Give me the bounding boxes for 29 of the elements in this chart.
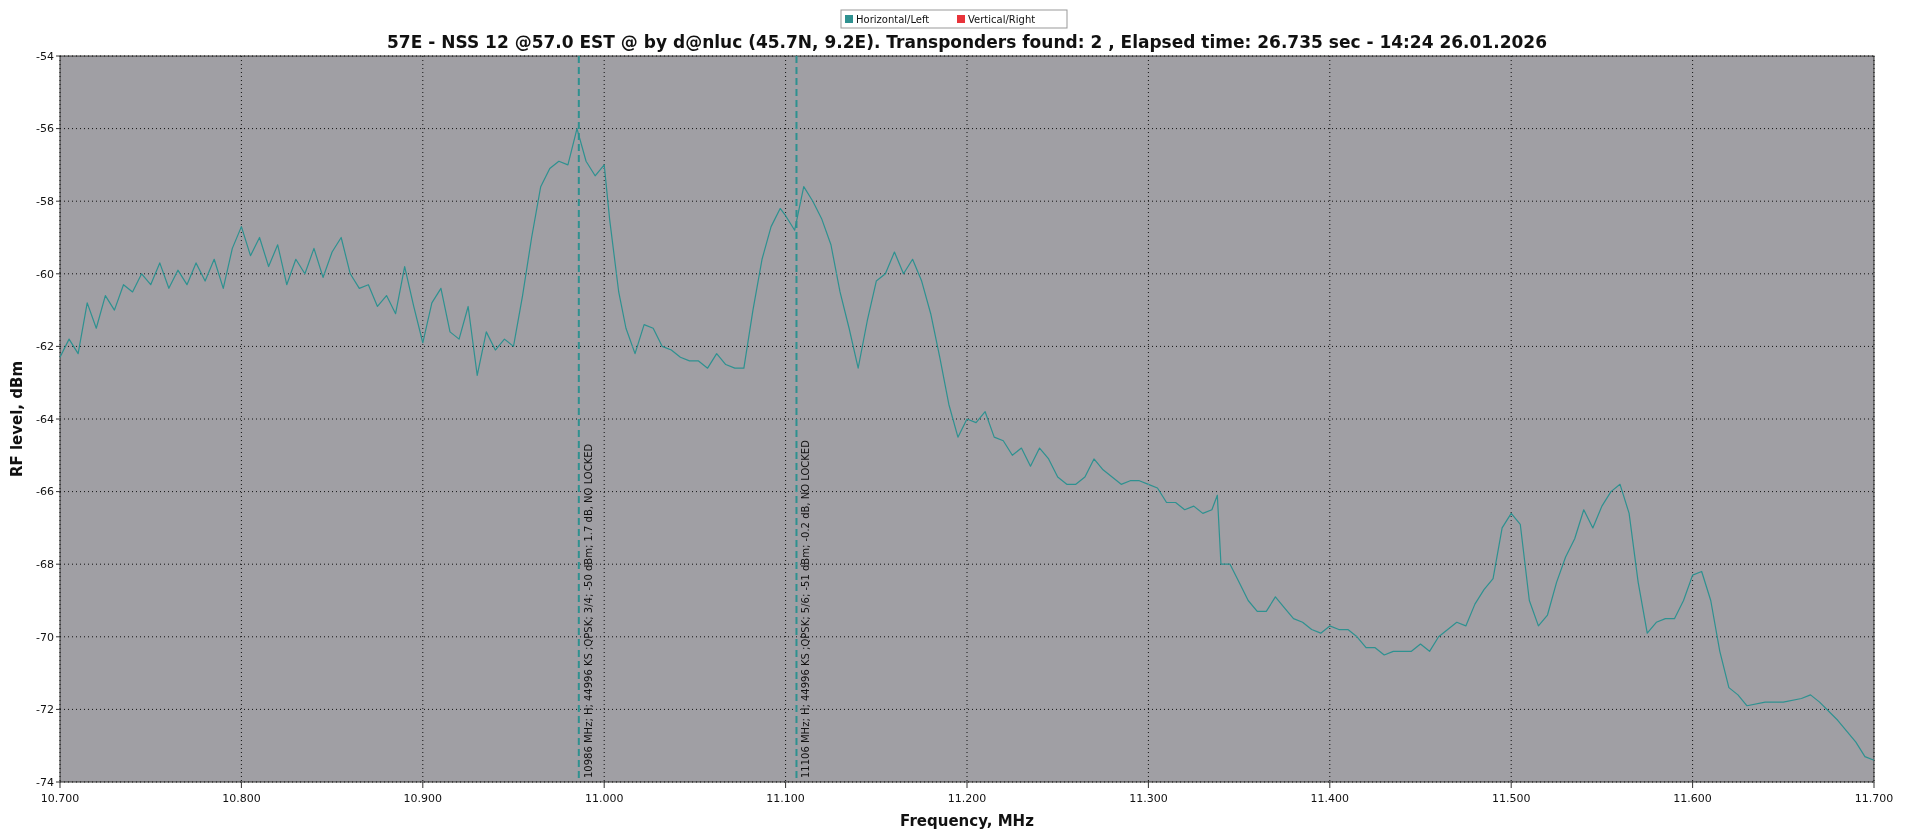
- y-tick-label: -70: [36, 630, 54, 644]
- y-tick-label: -66: [36, 485, 54, 499]
- x-tick-label: 11.200: [947, 792, 987, 805]
- x-tick-label: 11.700: [1854, 792, 1894, 805]
- x-tick-label: 11.300: [1129, 792, 1168, 805]
- x-axis-title: Frequency, MHz: [900, 812, 1035, 830]
- y-tick-label: -74: [36, 775, 54, 789]
- x-tick-label: 11.500: [1491, 792, 1531, 805]
- x-tick-label: 11.600: [1673, 792, 1712, 805]
- y-tick-label: -56: [36, 122, 54, 136]
- x-tick-label: 11.000: [584, 792, 624, 805]
- y-axis-title: RF level, dBm: [8, 360, 26, 478]
- x-tick-label: 11.400: [1310, 792, 1350, 805]
- y-tick-label: -58: [36, 195, 54, 209]
- ref-line-label: 11106 MHz; H; 44996 KS ;QPSK; 5/6; -51 dBm; -0.2 dB, NO LOCKED: [800, 439, 812, 778]
- y-tick-label: -54: [36, 49, 54, 63]
- ref-line-label: 10986 MHz; H; 44996 KS ;QPSK; 3/4; -50 dBm; 1.7 dB, NO LOCKED: [582, 443, 594, 778]
- y-tick-label: -60: [36, 267, 54, 281]
- x-tick-label: 10.700: [40, 792, 80, 805]
- y-tick-label: -64: [36, 412, 54, 426]
- x-tick-label: 10.900: [403, 792, 443, 805]
- y-tick-label: -68: [36, 558, 54, 572]
- legend-label: Horizontal/Left: [856, 14, 930, 25]
- legend-label: Vertical/Right: [968, 14, 1036, 25]
- chart-title: 57E - NSS 12 @57.0 EST @ by d@nluc (45.7N, 9.2E). Transponders found: 2 , Elapsed time: 26.735 sec - 14:24 26.01.2026: [387, 32, 1547, 52]
- x-tick-label: 11.100: [766, 792, 805, 805]
- y-tick-label: -62: [36, 340, 54, 354]
- y-tick-label: -72: [36, 703, 54, 717]
- x-tick-label: 10.800: [222, 792, 261, 805]
